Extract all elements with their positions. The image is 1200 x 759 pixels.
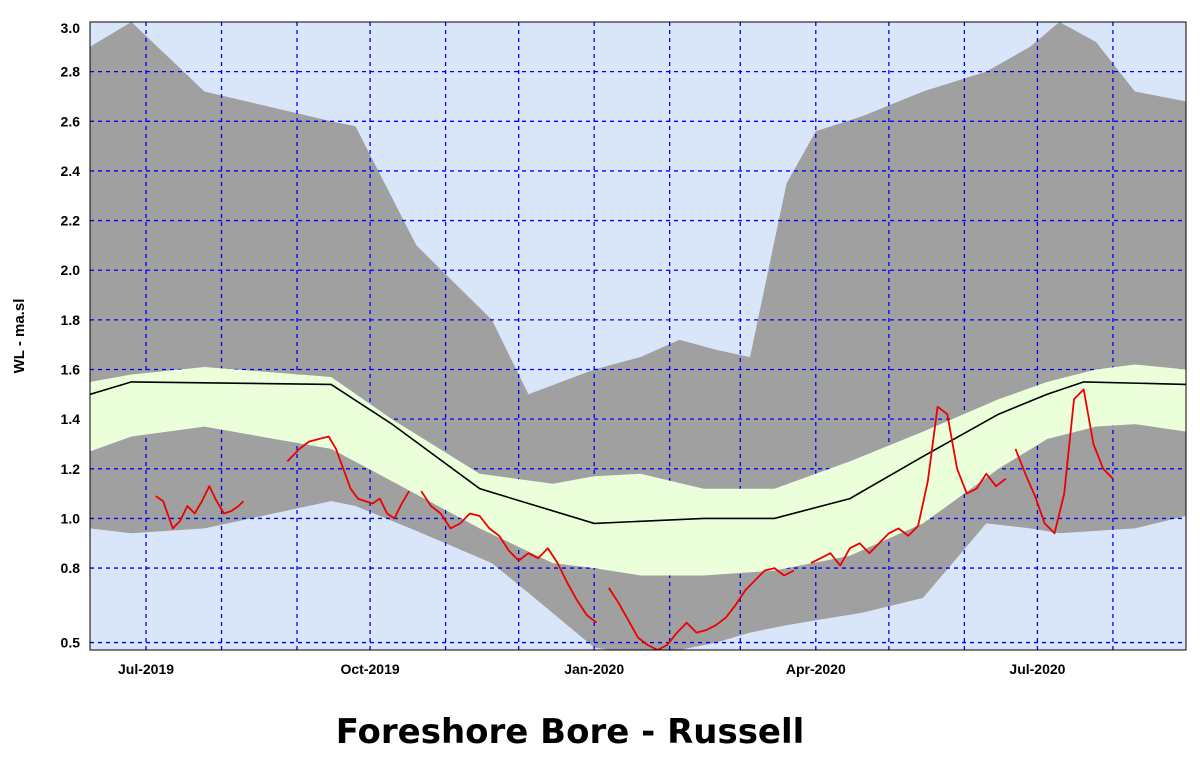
x-tick-label: Jul-2020 — [1009, 661, 1065, 677]
water-level-chart: 0.50.81.01.21.41.61.82.02.22.42.62.83.0 … — [11, 20, 1187, 677]
y-tick-label: 1.2 — [61, 461, 81, 477]
y-tick-label: 2.0 — [61, 262, 81, 278]
y-tick-label: 1.0 — [61, 510, 81, 526]
median-line-layer — [90, 381, 1186, 525]
y-tick-label: 2.6 — [61, 113, 81, 129]
x-tick-label: Jan-2020 — [564, 661, 624, 677]
x-tick-label: Apr-2020 — [786, 661, 846, 677]
y-tick-label: 2.2 — [61, 213, 81, 229]
y-tick-label: 2.8 — [61, 64, 81, 80]
observed-line-segment — [420, 490, 598, 624]
median-line — [90, 381, 1186, 525]
observed-series — [155, 388, 1114, 650]
y-axis-ticks: 0.5 0.8 1.0 1.2 1.4 1.6 1.8 2.0 2.2 2.4 2.6 2.8 3.0 — [61, 20, 81, 651]
y-tick-label: 1.8 — [61, 312, 81, 328]
x-tick-label: Jul-2019 — [118, 661, 174, 677]
plot-frame — [89, 21, 1187, 651]
observed-line-segment — [155, 485, 245, 530]
inner-range-band — [90, 364, 1186, 576]
y-tick-label: 1.6 — [61, 362, 81, 378]
y-tick-label: 2.4 — [61, 163, 81, 179]
y-tick-label: 0.5 — [61, 635, 81, 651]
y-tick-label: 0.8 — [61, 560, 81, 576]
observed-line-segment — [1014, 388, 1114, 535]
observed-line-segment — [608, 567, 795, 650]
inner-band-area — [90, 364, 1186, 576]
observed-line-segment — [286, 435, 410, 520]
x-axis-ticks: Jul-2019 Oct-2019 Jan-2020 Apr-2020 Jul-2020 — [118, 661, 1066, 677]
y-tick-label: 1.4 — [61, 411, 81, 427]
x-tick-label: Oct-2019 — [341, 661, 400, 677]
y-axis-title: WL - ma.sl — [11, 299, 28, 374]
chart-title: Foreshore Bore - Russell — [335, 712, 805, 752]
y-tick-label: 3.0 — [61, 20, 81, 36]
observed-line-segment — [810, 405, 1007, 567]
